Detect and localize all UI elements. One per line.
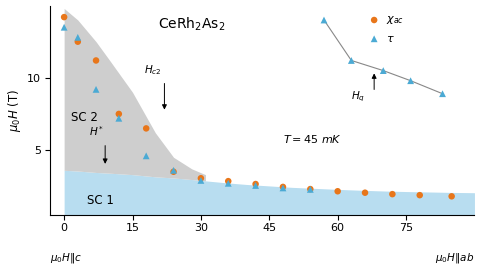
Point bbox=[379, 68, 387, 73]
Point bbox=[252, 183, 260, 188]
Point bbox=[92, 58, 100, 63]
Point bbox=[60, 15, 68, 19]
Point bbox=[197, 176, 205, 180]
Text: $\mu_0H \| ab$: $\mu_0H \| ab$ bbox=[435, 251, 474, 265]
Point bbox=[279, 185, 287, 189]
Point bbox=[143, 154, 150, 158]
Point bbox=[74, 39, 82, 44]
Point bbox=[92, 87, 100, 92]
Point bbox=[361, 191, 369, 195]
Point bbox=[416, 193, 423, 197]
Point bbox=[348, 58, 355, 63]
Point bbox=[115, 112, 123, 116]
Text: SC 1: SC 1 bbox=[87, 194, 114, 207]
Point bbox=[448, 194, 456, 198]
Text: $\tau$: $\tau$ bbox=[385, 34, 394, 44]
Text: $\mu_0H \| c$: $\mu_0H \| c$ bbox=[50, 251, 83, 265]
Point bbox=[60, 25, 68, 29]
Point bbox=[370, 18, 378, 22]
Point bbox=[197, 178, 205, 183]
Text: $\chi_{ac}$: $\chi_{ac}$ bbox=[385, 14, 404, 26]
Point bbox=[252, 182, 260, 186]
Point bbox=[306, 187, 314, 191]
Point bbox=[320, 18, 328, 22]
Text: SC 2: SC 2 bbox=[71, 111, 98, 124]
Y-axis label: $\mu_0H$ (T): $\mu_0H$ (T) bbox=[6, 89, 23, 132]
Point bbox=[279, 186, 287, 190]
Text: $T = 45$ mK: $T = 45$ mK bbox=[283, 133, 342, 145]
Point bbox=[388, 192, 396, 196]
Point bbox=[74, 35, 82, 39]
Point bbox=[407, 79, 414, 83]
Text: $H_q$: $H_q$ bbox=[351, 90, 365, 104]
Point bbox=[439, 92, 446, 96]
Text: $H^*$: $H^*$ bbox=[89, 124, 105, 138]
Point bbox=[306, 187, 314, 191]
Point bbox=[225, 179, 232, 183]
Text: $H_{c2}$: $H_{c2}$ bbox=[144, 63, 162, 77]
Point bbox=[170, 170, 178, 174]
Text: CeRh$_2$As$_2$: CeRh$_2$As$_2$ bbox=[158, 16, 226, 33]
Point bbox=[370, 37, 378, 41]
Point bbox=[225, 181, 232, 185]
Point bbox=[115, 116, 123, 120]
Point bbox=[143, 126, 150, 131]
Point bbox=[334, 189, 341, 193]
Point bbox=[170, 168, 178, 173]
